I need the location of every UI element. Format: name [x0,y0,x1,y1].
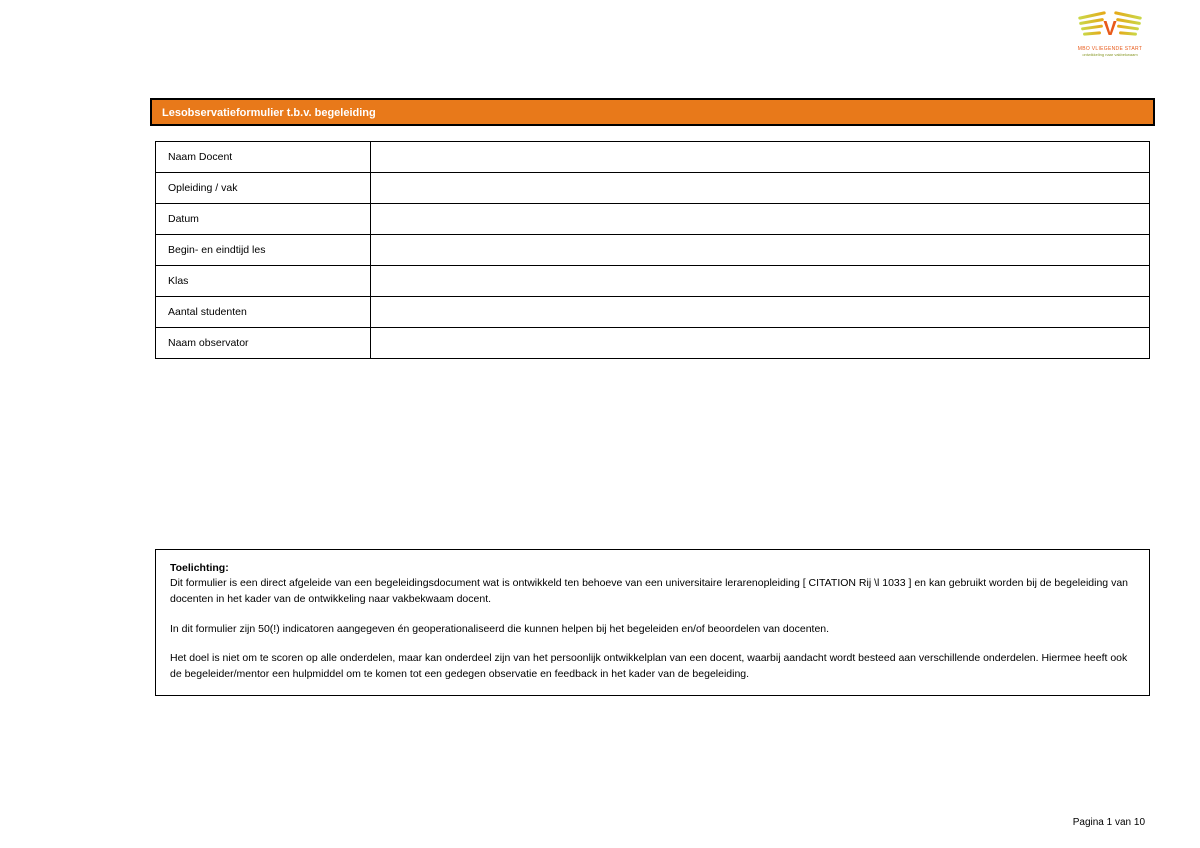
table-row: Begin- en eindtijd les [156,235,1150,266]
table-row: Naam observator [156,328,1150,359]
table-row: Opleiding / vak [156,173,1150,204]
page-content: Lesobservatieformulier t.b.v. begeleidin… [0,0,1200,696]
form-value-cell[interactable] [371,297,1150,328]
form-value-cell[interactable] [371,173,1150,204]
table-row: Datum [156,204,1150,235]
explanation-paragraph: In dit formulier zijn 50(!) indicatoren … [170,622,1135,638]
form-label-cell: Datum [156,204,371,235]
table-row: Naam Docent [156,142,1150,173]
form-label-cell: Begin- en eindtijd les [156,235,371,266]
form-label-cell: Aantal studenten [156,297,371,328]
logo-sub-text: ontwikkeling naar vakbekwaam [1082,52,1137,57]
explanation-box: Toelichting: Dit formulier is een direct… [155,549,1150,696]
form-value-cell[interactable] [371,235,1150,266]
form-value-cell[interactable] [371,328,1150,359]
form-value-cell[interactable] [371,204,1150,235]
title-bar: Lesobservatieformulier t.b.v. begeleidin… [150,98,1155,126]
logo: V MBO VLIEGENDE START ontwikkeling naar … [1065,12,1155,62]
explanation-title: Toelichting: [170,562,1135,574]
logo-wings-icon: V [1075,12,1145,44]
explanation-paragraph: Dit formulier is een direct afgeleide va… [170,576,1135,608]
form-table-body: Naam DocentOpleiding / vakDatumBegin- en… [156,142,1150,359]
form-value-cell[interactable] [371,142,1150,173]
table-row: Aantal studenten [156,297,1150,328]
form-label-cell: Naam Docent [156,142,371,173]
logo-letter: V [1103,18,1116,41]
table-row: Klas [156,266,1150,297]
page-number: Pagina 1 van 10 [1073,817,1145,828]
form-label-cell: Naam observator [156,328,371,359]
explanation-paragraphs: Dit formulier is een direct afgeleide va… [170,576,1135,683]
title-bar-text: Lesobservatieformulier t.b.v. begeleidin… [162,107,376,119]
form-table: Naam DocentOpleiding / vakDatumBegin- en… [155,141,1150,359]
form-label-cell: Opleiding / vak [156,173,371,204]
form-label-cell: Klas [156,266,371,297]
explanation-paragraph: Het doel is niet om te scoren op alle on… [170,651,1135,683]
form-value-cell[interactable] [371,266,1150,297]
